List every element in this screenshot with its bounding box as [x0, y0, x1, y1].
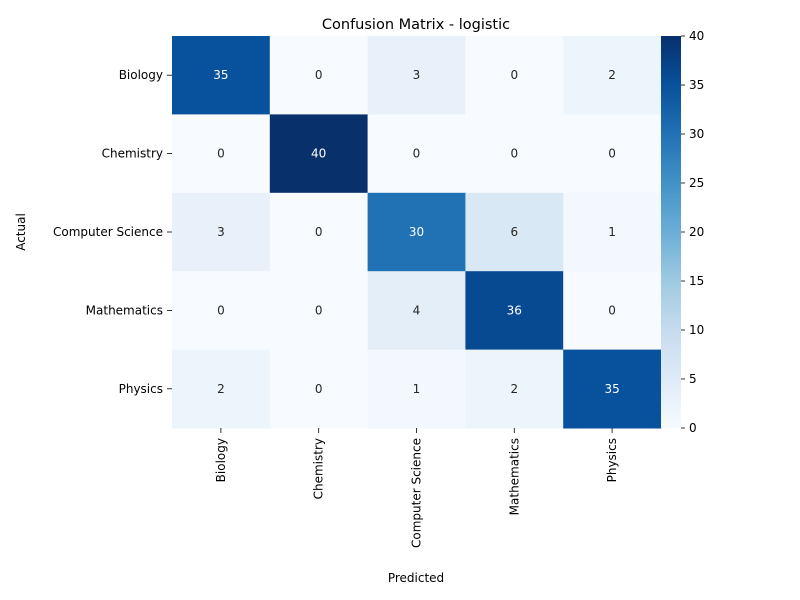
heatmap-cell [563, 114, 662, 194]
heatmap-cell [465, 114, 564, 194]
cell-value-label: 35 [213, 68, 228, 82]
y-tick-label: Mathematics [86, 303, 163, 317]
heatmap-cell [465, 271, 564, 351]
cell-value-label: 0 [217, 147, 225, 161]
colorbar [661, 36, 681, 428]
cell-value-label: 36 [507, 303, 522, 317]
heatmap-cell [172, 349, 271, 429]
colorbar-tick-label: 0 [689, 421, 697, 435]
cell-value-label: 0 [608, 303, 616, 317]
heatmap-cell [367, 36, 466, 115]
x-tick-label: Physics [605, 438, 619, 482]
cell-value-label: 2 [217, 382, 225, 396]
heatmap-cell [367, 192, 466, 272]
colorbar-tick-label: 35 [689, 78, 704, 92]
heatmap-cell [465, 192, 564, 272]
heatmap-cell [172, 36, 271, 115]
cell-value-label: 1 [413, 382, 421, 396]
heatmap-cell [269, 349, 369, 429]
cell-value-label: 0 [413, 147, 421, 161]
cell-value-label: 0 [315, 68, 323, 82]
cell-value-label: 2 [510, 382, 518, 396]
heatmap-cell [465, 36, 564, 115]
colorbar-tick-label: 20 [689, 225, 704, 239]
heatmap-cell [269, 114, 369, 194]
cell-value-label: 0 [315, 225, 323, 239]
colorbar-ticks: 0 5 10 15 20 25 30 35 40 [681, 29, 704, 435]
heatmap-cell [563, 192, 662, 272]
colorbar-tick-label: 25 [689, 176, 704, 190]
heatmap-cell [367, 349, 466, 429]
cell-value-label: 4 [413, 303, 421, 317]
colorbar-tick-label: 15 [689, 274, 704, 288]
cell-value-label: 40 [311, 147, 326, 161]
cell-value-label: 0 [217, 303, 225, 317]
heatmap-cell [172, 192, 271, 272]
cell-value-label: 30 [409, 225, 424, 239]
cell-value-label: 0 [315, 382, 323, 396]
y-tick-label: Physics [119, 382, 163, 396]
heatmap-cells: 35 0 3 0 20 40 0 0 03 0 30 6 10 0 4 36 02 0 1 2 35 [172, 36, 662, 429]
cell-value-label: 35 [604, 382, 619, 396]
heatmap-cell [563, 349, 662, 429]
cell-value-label: 6 [510, 225, 518, 239]
colorbar-tick-label: 30 [689, 127, 704, 141]
cell-value-label: 0 [510, 68, 518, 82]
cell-value-label: 3 [413, 68, 421, 82]
heatmap-cell [269, 271, 369, 351]
chart-title: Confusion Matrix - logistic [322, 17, 510, 33]
cell-value-label: 0 [608, 147, 616, 161]
cell-value-label: 0 [510, 147, 518, 161]
cell-value-label: 0 [315, 303, 323, 317]
cell-value-label: 2 [608, 68, 616, 82]
colorbar-tick-label: 40 [689, 29, 704, 43]
x-tick-label: Mathematics [507, 438, 521, 515]
y-tick-label: Chemistry [102, 147, 163, 161]
x-axis-label: Predicted [388, 571, 444, 585]
cell-value-label: 1 [608, 225, 616, 239]
y-tick-label: Biology [119, 68, 163, 82]
x-tick-label: Computer Science [410, 438, 424, 548]
x-tick-label: Chemistry [312, 438, 326, 499]
heatmap-cell [367, 114, 466, 194]
y-axis-label: Actual [14, 213, 28, 251]
heatmap-cell [563, 271, 662, 351]
heatmap-cell [269, 192, 369, 272]
heatmap-cell [367, 271, 466, 351]
axis-ticks: Biology Chemistry Computer Science Mathemat… [53, 68, 619, 548]
x-tick-label: Biology [214, 438, 228, 482]
heatmap-cell [269, 36, 369, 115]
heatmap-cell [465, 349, 564, 429]
y-tick-label: Computer Science [53, 225, 163, 239]
cell-value-label: 3 [217, 225, 225, 239]
heatmap-cell [172, 114, 271, 194]
heatmap-cell [563, 36, 662, 115]
colorbar-tick-label: 5 [689, 372, 697, 386]
heatmap-cell [172, 271, 271, 351]
colorbar-tick-label: 10 [689, 323, 704, 337]
